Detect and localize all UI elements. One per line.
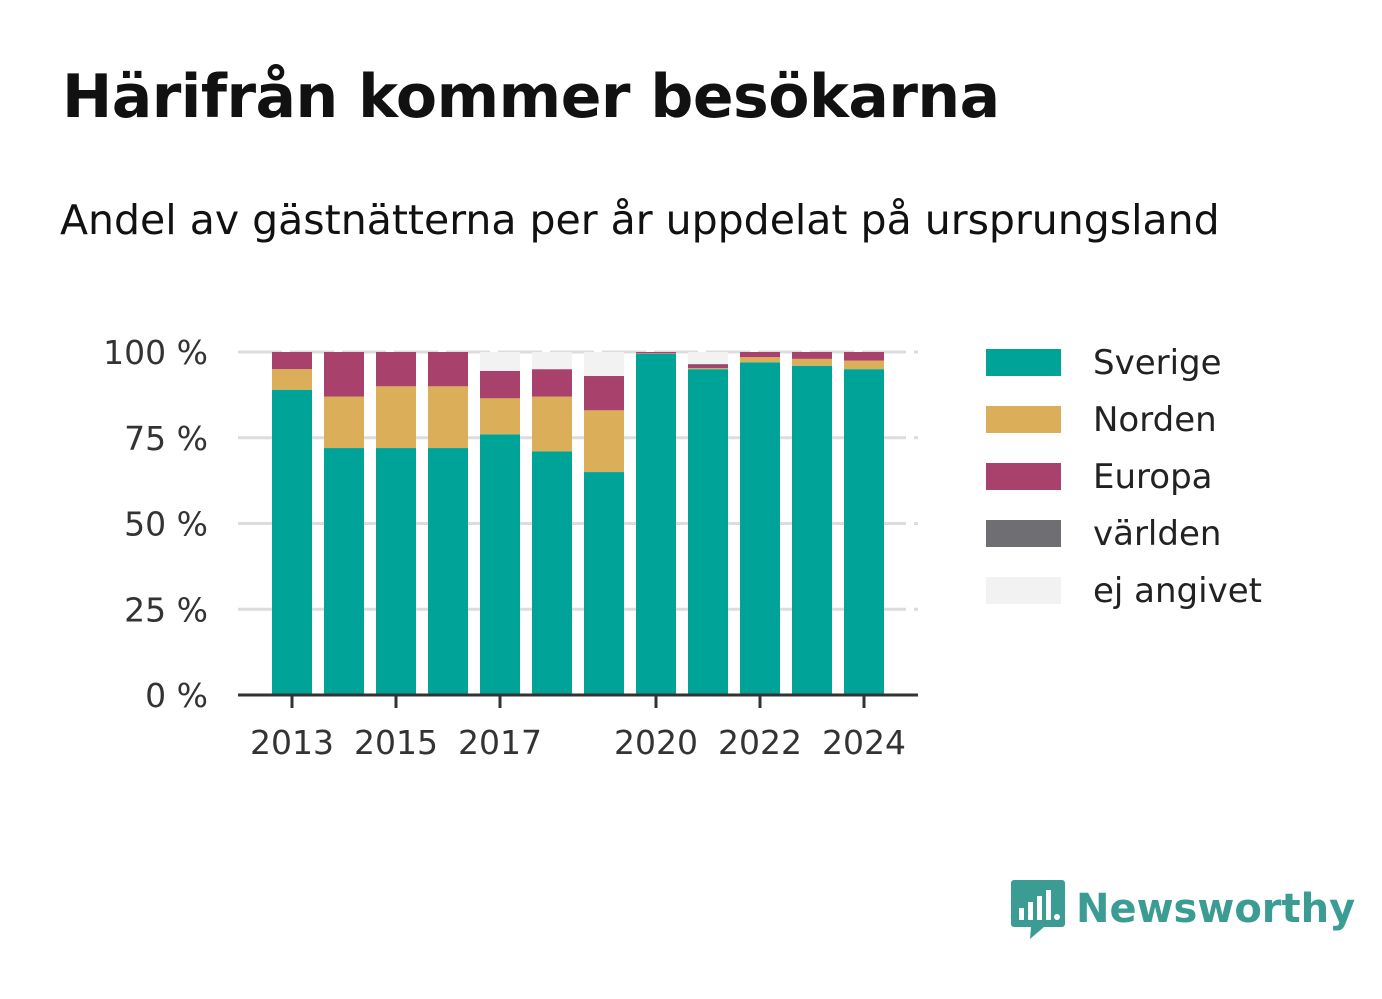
bar-segment-norden bbox=[844, 360, 884, 370]
bar-segment-sverige bbox=[740, 362, 780, 695]
legend-swatch bbox=[986, 406, 1061, 433]
bar-segment-norden bbox=[584, 410, 624, 473]
bar-segment-norden bbox=[324, 396, 364, 449]
bar-segment-europa bbox=[688, 364, 728, 369]
bar-segment-sverige bbox=[272, 389, 312, 695]
legend-item: Norden bbox=[986, 391, 1262, 448]
bar-segment-sverige bbox=[376, 448, 416, 695]
bar-segment-europa bbox=[376, 352, 416, 387]
legend-label: världen bbox=[1093, 513, 1222, 554]
bar-segment-sverige bbox=[532, 451, 572, 695]
x-tick-label: 2024 bbox=[822, 723, 906, 762]
bar-segment-europa bbox=[480, 370, 520, 399]
bar-segment-ej-angivet bbox=[480, 352, 520, 371]
y-tick-label: 25 % bbox=[124, 590, 208, 629]
bar-segment-sverige bbox=[428, 448, 468, 695]
legend-item: ej angivet bbox=[986, 562, 1262, 619]
x-tick-label: 2015 bbox=[354, 723, 438, 762]
bar-segment-europa bbox=[740, 352, 780, 358]
chart-subtitle: Andel av gästnätterna per år uppdelat på… bbox=[60, 196, 1220, 244]
x-tick-label: 2017 bbox=[458, 723, 542, 762]
bar-segment-sverige bbox=[584, 472, 624, 695]
legend-item: världen bbox=[986, 505, 1262, 562]
bar-segment-norden bbox=[740, 357, 780, 363]
bar-segment-norden bbox=[532, 396, 572, 452]
y-tick-label: 75 % bbox=[124, 419, 208, 458]
bar-segment-ej-angivet bbox=[532, 352, 572, 370]
bar-segment-sverige bbox=[480, 434, 520, 695]
legend-label: Norden bbox=[1093, 399, 1217, 440]
bar-segment-sverige bbox=[636, 353, 676, 695]
legend-swatch bbox=[986, 349, 1061, 376]
legend: Sverige Norden Europa världen ej angivet bbox=[986, 334, 1262, 619]
axes: 0 % 25 % 50 % 75 % 100 % 2013 2015 2017 2020 2022… bbox=[103, 333, 918, 762]
legend-label: Sverige bbox=[1093, 342, 1222, 383]
bar-segment-ej-angivet bbox=[688, 352, 728, 365]
legend-label: ej angivet bbox=[1093, 570, 1262, 611]
bar-segment-norden bbox=[272, 369, 312, 390]
bar-segment-norden bbox=[688, 368, 728, 370]
bar-segment-europa bbox=[532, 369, 572, 397]
bar-segment-europa bbox=[584, 376, 624, 411]
x-tick-label: 2013 bbox=[250, 723, 334, 762]
x-tick-label: 2020 bbox=[614, 723, 698, 762]
newsworthy-logo: Newsworthy bbox=[1010, 878, 1355, 940]
bar-segment-europa bbox=[272, 352, 312, 370]
bar-segment-europa bbox=[428, 352, 468, 387]
legend-label: Europa bbox=[1093, 456, 1213, 497]
y-tick-label: 100 % bbox=[103, 333, 208, 372]
bar-segment-europa bbox=[844, 352, 884, 361]
legend-swatch bbox=[986, 577, 1061, 604]
legend-item: Sverige bbox=[986, 334, 1262, 391]
bar-segment-norden bbox=[376, 386, 416, 449]
bar-segment-sverige bbox=[324, 448, 364, 695]
legend-swatch bbox=[986, 520, 1061, 547]
bar-segment-sverige bbox=[844, 369, 884, 695]
bar-segment-världen bbox=[688, 364, 728, 365]
bar-segment-europa bbox=[636, 352, 676, 354]
x-tick-label: 2022 bbox=[718, 723, 802, 762]
legend-item: Europa bbox=[986, 448, 1262, 505]
y-tick-label: 50 % bbox=[124, 505, 208, 544]
bar-segment-norden bbox=[428, 386, 468, 449]
bar-segment-norden bbox=[792, 358, 832, 366]
bar-segment-ej-angivet bbox=[584, 352, 624, 377]
legend-swatch bbox=[986, 463, 1061, 490]
brand-name: Newsworthy bbox=[1076, 886, 1356, 932]
y-tick-label: 0 % bbox=[145, 676, 208, 715]
bars bbox=[272, 352, 884, 695]
bar-segment-europa bbox=[792, 352, 832, 359]
bar-segment-europa bbox=[324, 352, 364, 397]
chart-title: Härifrån kommer besökarna bbox=[62, 62, 1000, 132]
bar-segment-sverige bbox=[792, 365, 832, 695]
bar-chart-speech-bubble-icon bbox=[1011, 880, 1065, 939]
bar-segment-sverige bbox=[688, 369, 728, 695]
bar-segment-norden bbox=[480, 398, 520, 435]
